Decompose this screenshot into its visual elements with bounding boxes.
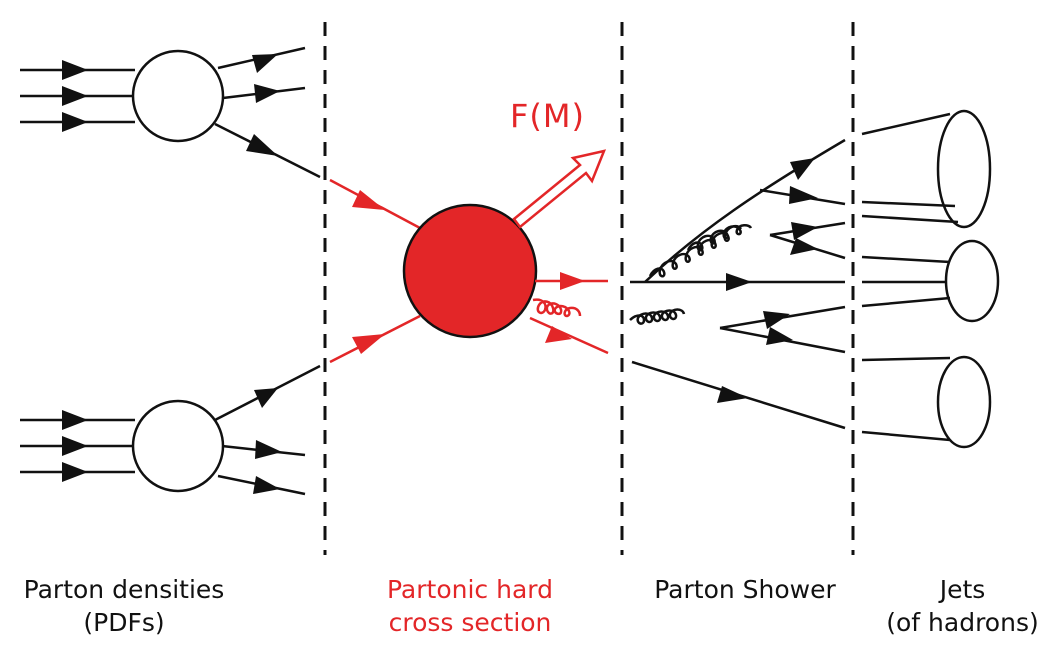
shower-gluon-2 [686, 224, 753, 252]
observable-arrow [512, 149, 607, 229]
hard-process-blob [402, 203, 538, 339]
outgoing-quark-bottom [529, 316, 609, 355]
jet-2-blob [944, 239, 1000, 323]
jet-1-line-mid [861, 200, 956, 208]
observable-label: F(M) [510, 97, 585, 135]
jet-3-blob [936, 355, 992, 449]
stage-label-pdfs: Parton densities (PDFs) [4, 573, 244, 639]
stage-label-hard-line-2: cross section [388, 608, 552, 637]
jet-1-line-top [861, 112, 951, 136]
stage-separators [323, 22, 855, 555]
stage-label-jets-line-1: Jets [939, 575, 986, 604]
stage-label-jets-line-2: (of hadrons) [886, 608, 1039, 637]
outgoing-gluon [532, 298, 582, 318]
top-pdf-blob [131, 49, 225, 143]
jet-1-line-bot [861, 214, 959, 224]
jets [861, 109, 1000, 449]
shower-gluon-3 [629, 308, 686, 325]
stage-label-hard: Partonic hard cross section [355, 573, 585, 639]
observable-arrow-shape [512, 149, 607, 229]
shower-arrowheads [717, 158, 818, 403]
jet-3-line-bot [861, 430, 951, 442]
jet-2-line-top [861, 255, 951, 264]
stage-label-shower-line-1: Parton Shower [654, 575, 836, 604]
stage-label-pdfs-line-1: Parton densities [23, 575, 225, 604]
bottom-pdf-blob [131, 399, 225, 493]
jet-1-blob [936, 109, 992, 229]
red-arrowheads [352, 190, 585, 354]
stage-label-pdfs-line-2: (PDFs) [83, 608, 165, 637]
stage-label-shower: Parton Shower [635, 573, 855, 606]
black-arrowheads [62, 54, 282, 494]
jet-2-line-bot [861, 296, 951, 308]
stage-label-jets: Jets (of hadrons) [875, 573, 1050, 639]
jet-3-line-top [861, 356, 951, 362]
hard-outgoing [529, 279, 609, 355]
stage-label-hard-line-1: Partonic hard [386, 575, 553, 604]
